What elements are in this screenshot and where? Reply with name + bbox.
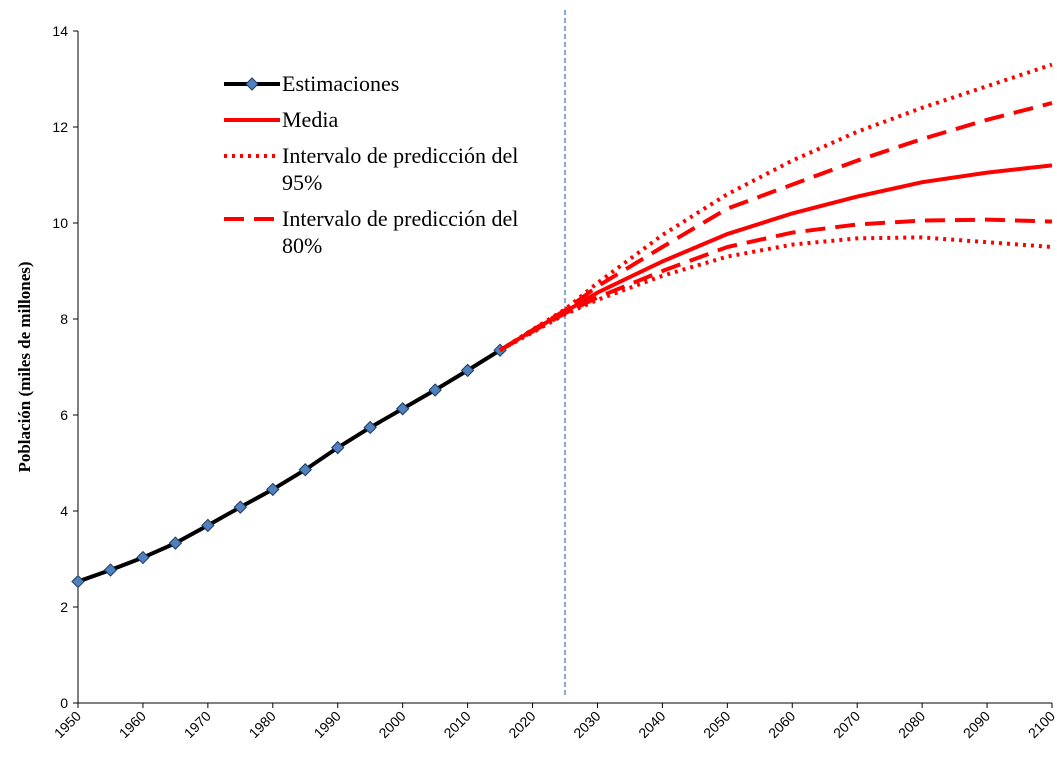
legend-swatch [224, 118, 280, 122]
point-marker [298, 463, 312, 477]
series-line [499, 163, 1053, 352]
x-tick-label: 2100 [1025, 708, 1057, 741]
y-tick-label: 2 [60, 599, 68, 615]
x-tick-label: 2050 [700, 708, 733, 741]
x-tick-label: 2060 [765, 708, 798, 741]
point-marker [103, 563, 118, 577]
point-marker [71, 574, 85, 589]
point-marker [136, 550, 150, 565]
point-marker [266, 482, 280, 497]
legend-item: Estimaciones [222, 70, 537, 97]
legend: Estimaciones Media Intervalo de predicción… [222, 70, 537, 268]
legend-label: Intervalo de predicción del 95% [282, 143, 519, 195]
series-line [499, 235, 1053, 352]
x-tick-label: 2040 [635, 708, 668, 741]
point-marker [363, 420, 377, 435]
point-marker [331, 440, 345, 455]
series-line [77, 348, 502, 584]
point-marker [168, 536, 183, 550]
legend-marker [245, 77, 259, 91]
legend-swatch [224, 154, 280, 158]
series-line [498, 62, 1053, 352]
legend-swatch [224, 217, 280, 221]
x-tick-label: 1980 [246, 708, 279, 741]
x-tick-label: 2070 [830, 708, 863, 741]
legend-swatch [224, 77, 280, 91]
point-marker [201, 518, 215, 533]
legend-item: Intervalo de predicción del 80% [222, 205, 537, 259]
x-tick-label: 1970 [181, 708, 214, 741]
legend-item: Intervalo de predicción del 95% [222, 142, 537, 196]
y-axis-title: Población (miles de millones) [15, 261, 34, 472]
x-tick-label: 2080 [895, 708, 928, 741]
point-marker [395, 402, 410, 416]
y-tick-label: 6 [60, 407, 68, 423]
legend-label: Intervalo de predicción del 80% [282, 206, 519, 258]
x-tick-label: 1990 [311, 708, 344, 741]
y-tick-label: 0 [60, 695, 68, 711]
x-tick-label: 2000 [375, 708, 408, 741]
point-marker [428, 383, 442, 397]
x-tick-label: 1960 [116, 708, 149, 741]
legend-label: Media [282, 107, 339, 132]
y-tick-label: 12 [52, 119, 68, 135]
y-tick-label: 14 [52, 23, 68, 39]
x-tick-label: 1950 [51, 708, 84, 741]
x-tick-label: 2030 [570, 708, 603, 741]
point-marker [233, 500, 248, 514]
x-tick-label: 2020 [505, 708, 538, 741]
y-tick-label: 8 [60, 311, 68, 327]
legend-label: Estimaciones [282, 71, 400, 96]
y-tick-label: 4 [60, 503, 68, 519]
series-line [499, 217, 1053, 352]
x-tick-label: 2090 [960, 708, 993, 741]
x-tick-label: 2010 [440, 708, 473, 741]
series-line [499, 101, 1053, 352]
legend-item: Media [222, 106, 537, 133]
y-tick-label: 10 [52, 215, 68, 231]
point-marker [460, 363, 475, 378]
